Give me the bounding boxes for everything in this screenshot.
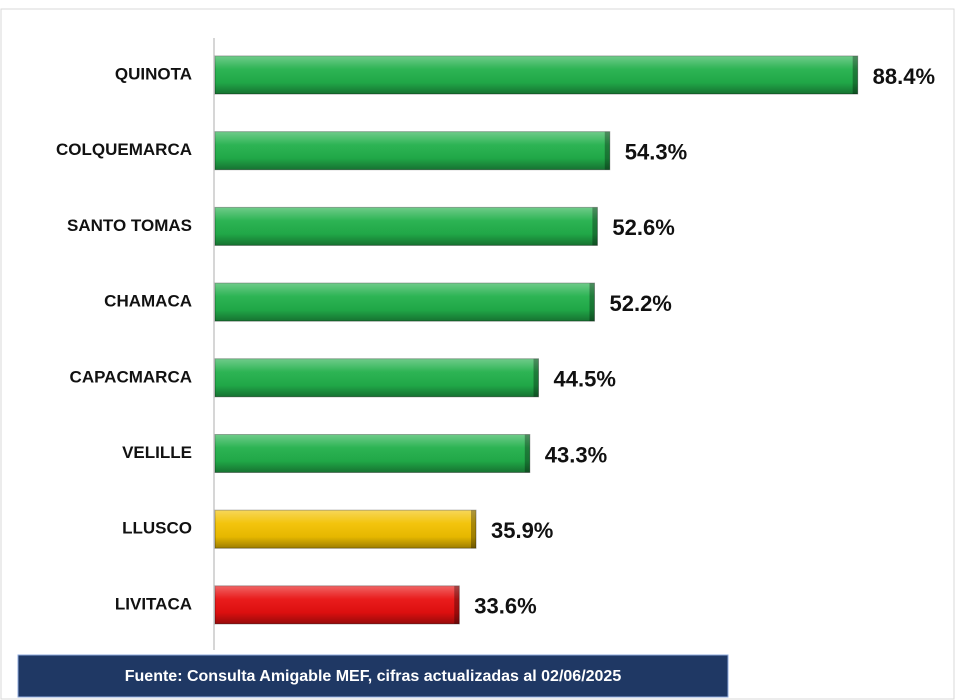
value-label: 44.5% — [554, 367, 616, 392]
category-label: CHAMACA — [104, 292, 192, 311]
source-note: Fuente: Consulta Amigable MEF, cifras ac… — [125, 668, 622, 685]
value-label: 43.3% — [545, 442, 607, 467]
bar-cap — [454, 585, 460, 624]
source-box — [17, 654, 729, 698]
bar-cap — [524, 434, 530, 473]
category-label: COLQUEMARCA — [56, 140, 192, 159]
bar-shine — [215, 358, 539, 397]
value-label: 35.9% — [491, 518, 553, 543]
chart-frame — [0, 8, 955, 700]
category-label: QUINOTA — [115, 64, 192, 83]
bar-cap — [533, 358, 539, 397]
bar-cap — [592, 207, 598, 246]
value-label: 52.6% — [612, 215, 674, 240]
value-label: 52.2% — [609, 291, 671, 316]
category-label: LLUSCO — [122, 519, 192, 538]
bar-shine — [215, 434, 530, 473]
category-label: LIVITACA — [115, 594, 192, 613]
value-label: 54.3% — [625, 140, 687, 165]
bar-shine — [215, 56, 858, 94]
bar-shine — [215, 510, 476, 549]
bar-shine — [215, 585, 460, 624]
bar-cap — [470, 510, 476, 549]
category-label: SANTO TOMAS — [67, 216, 192, 235]
bar-cap — [852, 56, 858, 94]
bar-cap — [589, 283, 595, 322]
category-label: VELILLE — [122, 443, 192, 462]
value-label: 33.6% — [474, 594, 536, 619]
category-label: CAPACMARCA — [70, 367, 192, 386]
bar-shine — [215, 131, 610, 170]
value-label: 88.4% — [873, 64, 935, 89]
bar-cap — [604, 131, 610, 170]
bar-shine — [215, 207, 598, 246]
bar-shine — [215, 283, 595, 322]
